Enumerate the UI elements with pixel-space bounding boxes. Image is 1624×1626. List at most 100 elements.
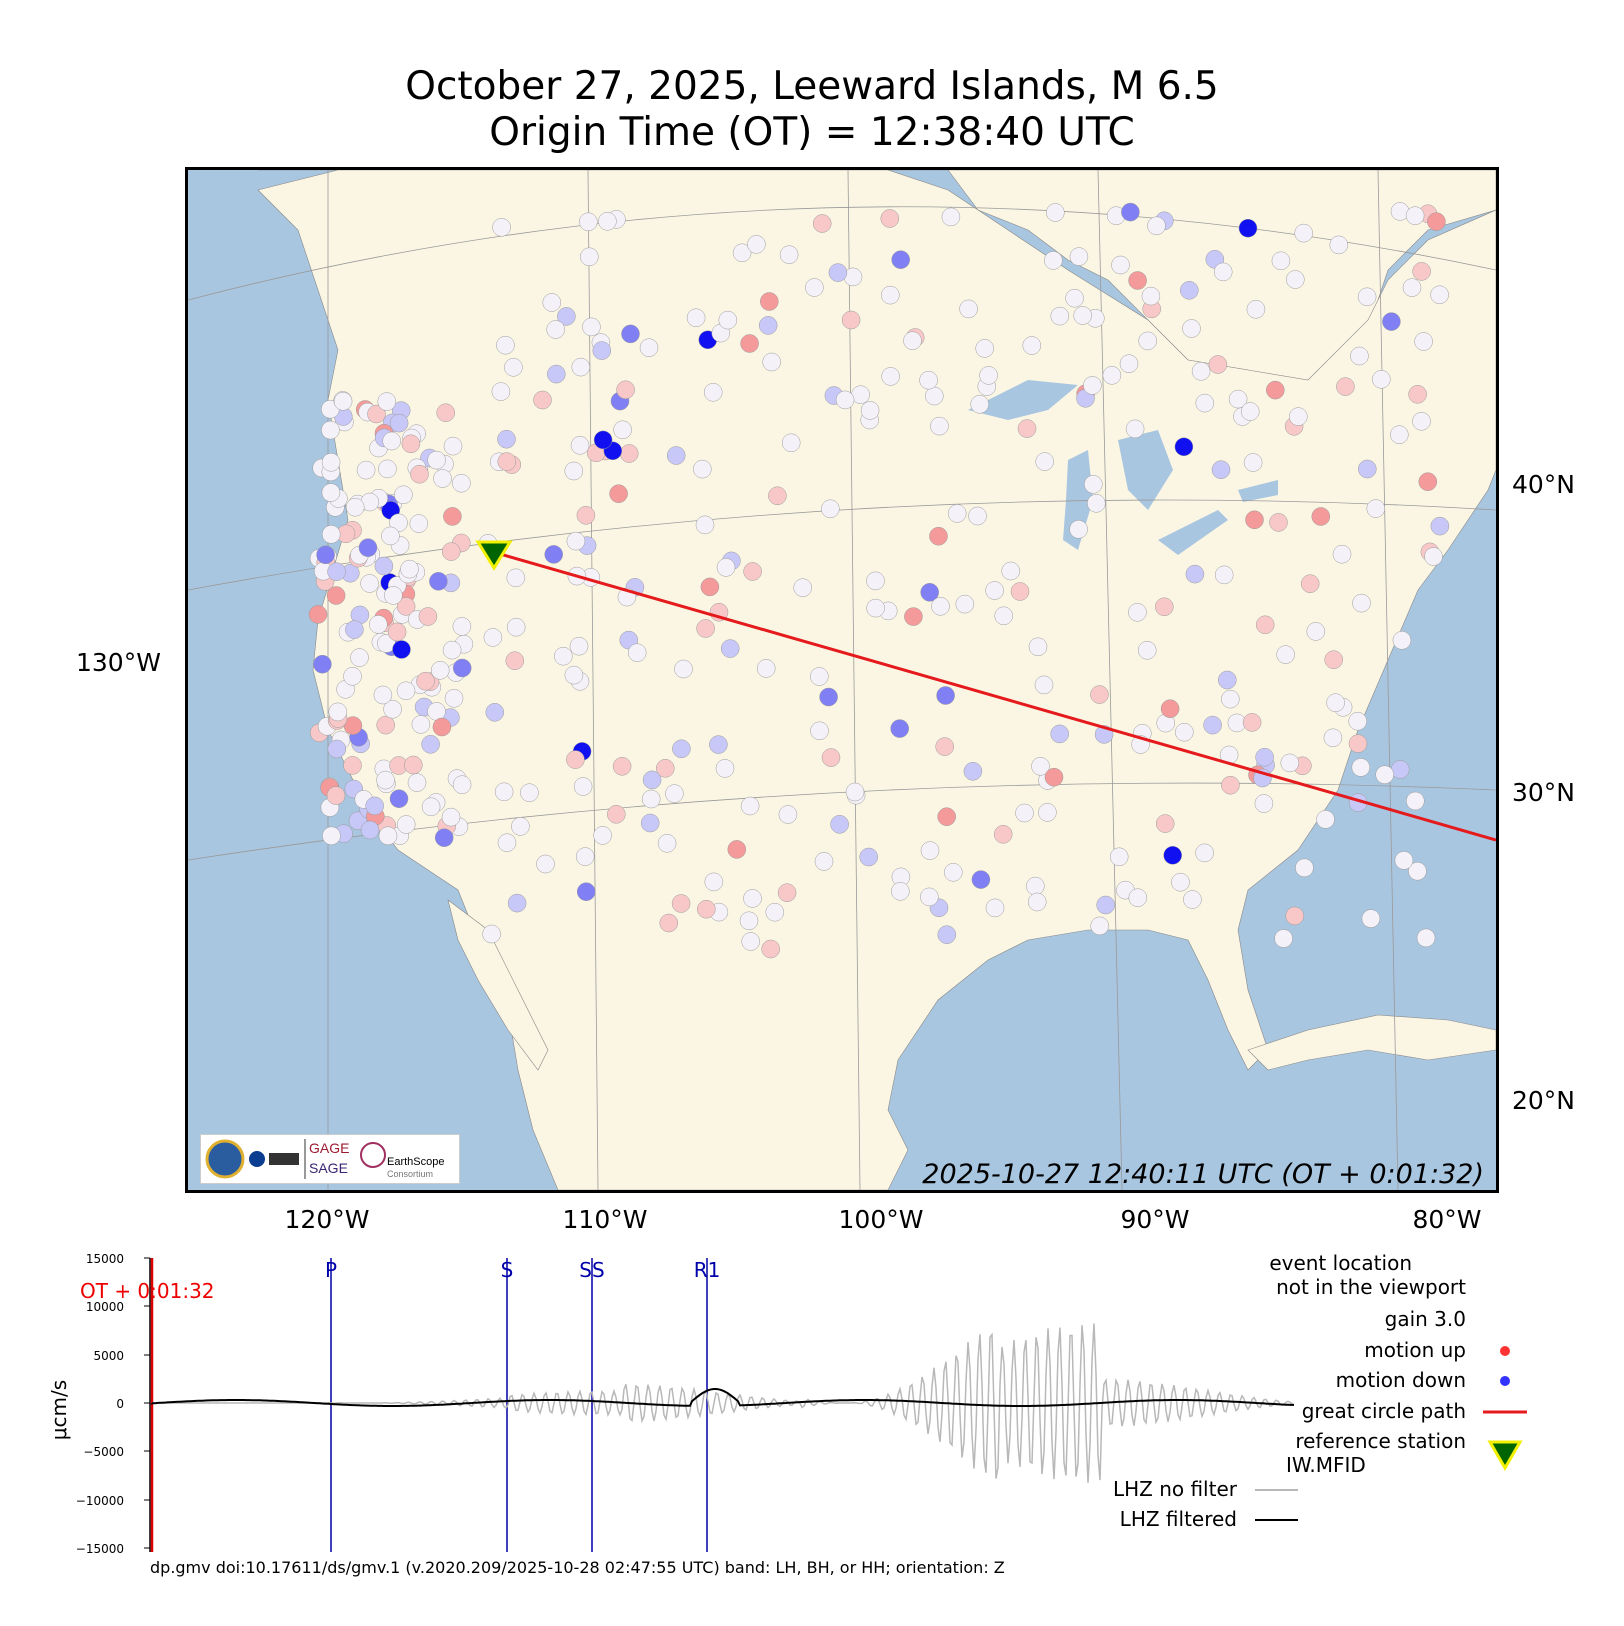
station-dot bbox=[627, 643, 647, 662]
station-dot bbox=[747, 235, 766, 254]
station-dot bbox=[880, 209, 900, 228]
legend-gain: gain 3.0 bbox=[1385, 1307, 1466, 1331]
station-dot bbox=[557, 307, 576, 326]
station-dot bbox=[695, 515, 715, 535]
station-dot bbox=[765, 902, 785, 922]
station-dot bbox=[985, 581, 1004, 600]
station-dot bbox=[1044, 251, 1063, 270]
phase-label-p: P bbox=[325, 1258, 337, 1282]
station-dot bbox=[971, 870, 991, 889]
station-dot bbox=[740, 334, 759, 353]
station-dot bbox=[821, 748, 841, 767]
map-viewport[interactable]: GAGE SAGE EarthScope Consortium 2025-10-… bbox=[185, 167, 1499, 1193]
station-dot bbox=[1246, 300, 1266, 319]
station-dot bbox=[1418, 472, 1438, 491]
motion-down-dot-icon bbox=[1500, 1376, 1510, 1386]
station-dot bbox=[378, 826, 398, 846]
station-dot bbox=[732, 243, 752, 263]
lon-label-130: 130°W bbox=[76, 648, 161, 677]
station-dot bbox=[1255, 615, 1275, 635]
station-dot bbox=[327, 562, 346, 581]
station-dot bbox=[845, 782, 865, 802]
station-dot bbox=[1286, 270, 1305, 289]
station-dot bbox=[674, 659, 693, 679]
station-dot bbox=[1430, 516, 1450, 536]
station-dot bbox=[593, 826, 612, 845]
station-dot bbox=[1185, 564, 1205, 584]
station-dot bbox=[1147, 216, 1166, 236]
legend-reference-station-name: IW.MFID bbox=[1286, 1453, 1366, 1477]
station-dot bbox=[1280, 753, 1300, 773]
station-dot bbox=[607, 805, 626, 824]
station-dot bbox=[975, 339, 994, 358]
station-dot bbox=[672, 739, 691, 759]
y-tick-label: 15000 bbox=[86, 1252, 124, 1266]
station-dot bbox=[1121, 202, 1140, 222]
station-dot bbox=[968, 506, 987, 526]
waveform-y-axis: 15000 10000 5000 0 −5000 −10000 −15000 bbox=[76, 1252, 151, 1556]
station-dot bbox=[715, 759, 735, 778]
legend-motion-down: motion down bbox=[1336, 1368, 1466, 1392]
station-dot bbox=[547, 364, 566, 384]
station-dot bbox=[343, 667, 362, 686]
station-dot bbox=[1069, 247, 1089, 266]
lon-label-90: 90°W bbox=[1120, 1205, 1190, 1234]
station-dot bbox=[1361, 909, 1381, 928]
station-dot bbox=[641, 789, 661, 809]
station-dot bbox=[396, 597, 416, 616]
station-dot bbox=[452, 617, 472, 636]
svg-text:GAGE: GAGE bbox=[309, 1140, 349, 1156]
station-dot bbox=[580, 247, 599, 267]
station-dot bbox=[925, 386, 944, 406]
station-dot bbox=[642, 770, 662, 790]
nasa-logo-icon bbox=[249, 1151, 265, 1167]
station-dot bbox=[1035, 452, 1054, 471]
station-dot bbox=[830, 815, 849, 834]
station-dot bbox=[1254, 794, 1274, 813]
station-dot bbox=[1306, 622, 1326, 641]
station-dot bbox=[1390, 760, 1410, 779]
station-dot bbox=[441, 542, 461, 561]
station-dot bbox=[657, 834, 677, 853]
station-dot bbox=[1357, 287, 1377, 307]
station-dot bbox=[727, 840, 747, 859]
station-dot bbox=[768, 486, 787, 506]
station-dot bbox=[1084, 475, 1103, 494]
station-dot bbox=[1366, 499, 1386, 518]
station-dot bbox=[1427, 212, 1446, 231]
station-dot bbox=[1266, 380, 1285, 400]
station-dot bbox=[963, 762, 983, 781]
station-dot bbox=[621, 324, 640, 344]
lake-ontario bbox=[1238, 480, 1278, 502]
motion-up-dot-icon bbox=[1500, 1346, 1510, 1356]
y-tick-label: −10000 bbox=[76, 1494, 124, 1508]
station-dot bbox=[1274, 929, 1293, 948]
lat-label-40: 40°N bbox=[1512, 470, 1576, 499]
station-dot bbox=[619, 444, 639, 463]
station-dot bbox=[891, 882, 910, 901]
station-dot bbox=[936, 686, 955, 705]
station-dot bbox=[616, 380, 635, 400]
station-dot bbox=[444, 689, 464, 708]
station-dot bbox=[432, 717, 452, 737]
station-dot bbox=[566, 750, 585, 769]
station-dot bbox=[814, 852, 834, 871]
station-dot bbox=[709, 735, 728, 754]
station-dot bbox=[421, 797, 441, 817]
station-dot bbox=[1038, 803, 1057, 822]
station-dot bbox=[1069, 520, 1088, 539]
station-dot bbox=[1218, 670, 1237, 690]
station-dot bbox=[919, 370, 938, 390]
station-dot bbox=[376, 770, 395, 790]
y-tick-label: 5000 bbox=[93, 1349, 124, 1363]
station-dot bbox=[700, 577, 720, 597]
station-dot bbox=[573, 777, 593, 796]
legend-motion-up: motion up bbox=[1364, 1338, 1466, 1362]
station-dot bbox=[1240, 402, 1260, 421]
station-dot bbox=[1352, 593, 1371, 613]
station-dot bbox=[1001, 561, 1020, 581]
station-dot bbox=[442, 640, 462, 660]
station-dot bbox=[947, 504, 967, 523]
station-dot bbox=[1044, 767, 1064, 787]
station-dot bbox=[416, 671, 435, 691]
